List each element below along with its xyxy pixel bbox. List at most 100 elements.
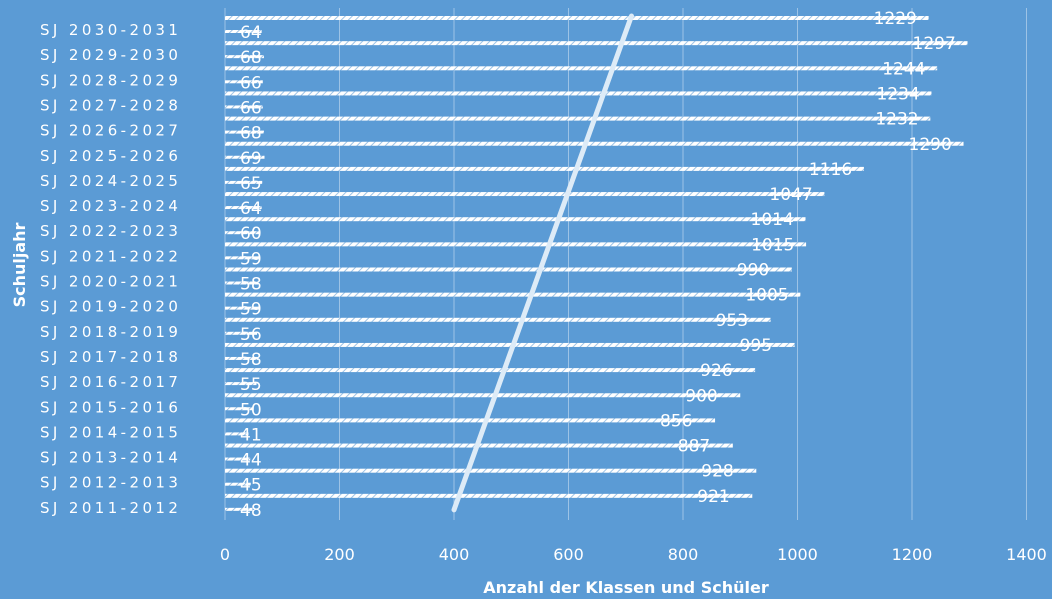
data-label-series-2: 1234 [876, 84, 919, 104]
bar-series-1 [225, 457, 251, 461]
data-label-series-2: 990 [737, 261, 769, 281]
data-label-series-1: 64 [240, 23, 262, 43]
category-label: SJ 2011-2012 [40, 499, 181, 517]
category-label: SJ 2026-2027 [40, 122, 181, 140]
category-label: SJ 2030-2031 [40, 21, 181, 39]
data-label-series-1: 55 [240, 375, 262, 395]
bar-series-2 [225, 292, 801, 297]
x-axis-title: Anzahl der Klassen und Schüler [483, 578, 769, 597]
bar-series-2 [225, 217, 806, 222]
category-label: SJ 2016-2017 [40, 373, 181, 391]
data-label-series-1: 68 [240, 124, 262, 144]
data-label-series-1: 58 [240, 350, 262, 370]
category-label: SJ 2015-2016 [40, 398, 181, 416]
category-label: SJ 2023-2024 [40, 197, 181, 215]
bar-series-1 [225, 180, 263, 184]
x-tick-label: 800 [668, 545, 699, 564]
data-label-series-2: 1005 [745, 286, 788, 306]
data-label-series-1: 64 [240, 199, 262, 219]
data-label-series-1: 65 [240, 174, 262, 194]
bar-series-1 [225, 356, 259, 360]
data-label-series-2: 1047 [769, 185, 812, 205]
bar-series-2 [225, 493, 753, 498]
category-label: SJ 2012-2013 [40, 474, 181, 492]
bar-series-1 [225, 482, 251, 486]
category-label: SJ 2020-2021 [40, 273, 181, 291]
data-label-series-1: 48 [240, 501, 262, 521]
x-tick-label: 400 [439, 545, 470, 564]
data-label-series-1: 45 [240, 476, 262, 496]
bar-series-1 [225, 30, 262, 33]
data-label-series-1: 68 [240, 48, 262, 68]
bar-series-2 [225, 342, 795, 347]
bar-series-1 [225, 80, 263, 84]
bar-series-1 [225, 105, 263, 109]
bar-series-2 [225, 317, 771, 322]
category-label: SJ 2024-2025 [40, 172, 181, 190]
category-label: SJ 2019-2020 [40, 298, 181, 316]
bar-series-2 [225, 192, 825, 197]
bar-series-2 [225, 393, 741, 398]
category-label: SJ 2029-2030 [40, 46, 181, 64]
category-labels: SJ 2011-2012 SJ 2012-2013 SJ 2013-2014 SJ 2… [40, 21, 181, 517]
data-label-series-2: 1244 [882, 59, 925, 79]
x-tick-label: 0 [220, 545, 230, 564]
bar-series-2 [225, 418, 716, 423]
category-label: SJ 2021-2022 [40, 247, 181, 265]
data-label-series-2: 926 [700, 361, 732, 381]
data-label-series-2: 1116 [809, 160, 852, 180]
data-label-series-2: 1290 [909, 135, 952, 155]
x-tick-label: 1200 [892, 545, 933, 564]
data-label-series-2: 887 [678, 437, 710, 457]
data-label-series-1: 60 [240, 224, 262, 244]
data-label-series-1: 44 [240, 451, 262, 471]
category-label: SJ 2014-2015 [40, 423, 181, 441]
trendline-line [451, 13, 634, 513]
data-label-series-2: 1232 [875, 110, 918, 130]
bar-series-1 [225, 231, 260, 235]
x-tick-label: 600 [553, 545, 584, 564]
bar-series-2 [225, 242, 807, 247]
bar-series-1 [225, 507, 253, 511]
data-label-series-1: 59 [240, 300, 262, 320]
data-label-series-1: 50 [240, 400, 262, 420]
x-tick-labels: 0 200 400 600 800 1000 1200 1400 [220, 545, 1047, 564]
bar-series-1 [225, 130, 264, 134]
category-label: SJ 2017-2018 [40, 348, 181, 366]
trendline [451, 13, 634, 513]
data-label-series-2: 856 [660, 411, 692, 431]
data-label-series-1: 66 [240, 73, 262, 93]
data-label-series-2: 921 [697, 487, 729, 507]
bar-series-1 [225, 281, 259, 285]
bar-series-2 [225, 368, 756, 373]
x-tick-label: 1000 [777, 545, 818, 564]
data-label-series-1: 56 [240, 325, 262, 345]
bar-series-1 [225, 432, 249, 436]
bar-series-2 [225, 66, 938, 71]
bar-series-1 [225, 382, 257, 386]
data-label-series-2: 1014 [751, 210, 794, 230]
bar-series-2 [225, 116, 931, 121]
category-label: SJ 2022-2023 [40, 222, 181, 240]
data-label-series-1: 69 [240, 149, 262, 169]
bar-series-2 [225, 267, 792, 272]
bar-series-1 [225, 407, 254, 411]
bar-series-2 [225, 166, 864, 171]
data-label-series-2: 900 [685, 386, 717, 406]
bar-series-1 [225, 206, 262, 210]
data-label-series-1: 58 [240, 275, 262, 295]
category-label: SJ 2028-2029 [40, 71, 181, 89]
bar-series-1 [225, 55, 264, 59]
bar-series-2 [225, 16, 929, 20]
data-label-series-2: 995 [740, 336, 772, 356]
category-label: SJ 2013-2014 [40, 449, 181, 467]
bar-series-2 [225, 41, 968, 46]
bar-series-2 [225, 91, 932, 96]
data-label-series-1: 59 [240, 249, 262, 269]
bar-series-1 [225, 256, 259, 260]
bar-series-2 [225, 141, 964, 146]
bar-series-1 [225, 306, 259, 310]
data-label-series-2: 1297 [913, 34, 956, 54]
data-label-series-2: 928 [701, 462, 733, 482]
